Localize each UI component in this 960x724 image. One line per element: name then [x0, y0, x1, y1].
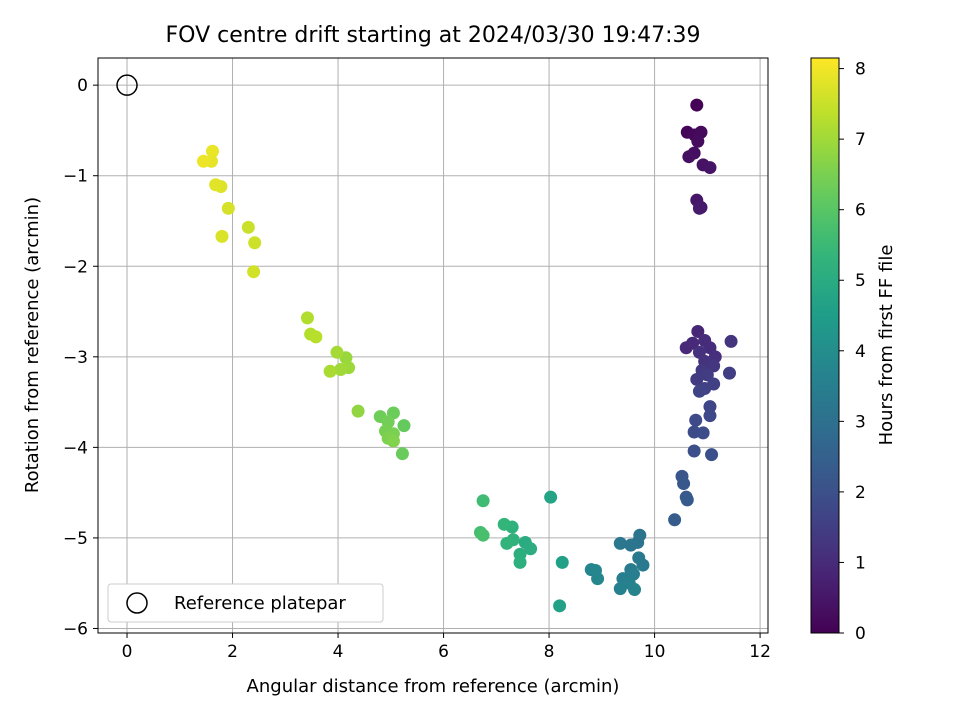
x-tick-label: 2 — [227, 642, 238, 662]
data-point — [690, 372, 704, 386]
legend-marker-icon — [126, 592, 148, 614]
data-point — [692, 384, 706, 398]
colorbar-tick-label: 1 — [855, 553, 866, 573]
colorbar-tick-label: 8 — [855, 60, 866, 80]
x-tick-label: 12 — [749, 642, 771, 662]
data-point — [476, 494, 490, 508]
data-point — [724, 334, 738, 348]
data-point — [513, 555, 527, 569]
data-point — [330, 345, 344, 359]
colorbar-tick-label: 6 — [855, 201, 866, 221]
data-point — [500, 536, 514, 550]
data-point — [397, 419, 411, 433]
data-point — [668, 513, 682, 527]
data-point — [215, 229, 229, 243]
legend: Reference platepar — [107, 583, 384, 623]
data-point — [197, 154, 211, 168]
y-axis-label: Rotation from reference (arcmin) — [22, 197, 43, 493]
data-point — [624, 538, 638, 552]
data-point — [553, 599, 567, 613]
data-point — [677, 477, 691, 491]
data-point — [691, 324, 705, 338]
colorbar-tick-label: 2 — [855, 483, 866, 503]
data-point — [613, 536, 627, 550]
data-point — [351, 404, 365, 418]
x-axis-ticks: 0 2 4 6 8 10 12 — [122, 633, 771, 662]
y-tick-label: −3 — [63, 348, 88, 368]
x-tick-label: 6 — [438, 642, 449, 662]
data-point — [703, 409, 717, 423]
data-point — [300, 311, 314, 325]
reference-marker — [116, 74, 138, 96]
y-tick-label: −2 — [63, 257, 88, 277]
data-point — [692, 201, 706, 215]
data-point — [221, 201, 235, 215]
x-tick-label: 0 — [122, 642, 133, 662]
colorbar-gradient — [810, 57, 840, 634]
data-point — [680, 493, 694, 507]
y-axis-ticks: 0 −1 −2 −3 −4 −5 −6 — [63, 76, 98, 639]
colorbar-tick-label: 5 — [855, 271, 866, 291]
data-point — [544, 490, 558, 504]
x-tick-label: 8 — [544, 642, 555, 662]
data-point — [334, 362, 348, 376]
data-point — [524, 542, 538, 556]
reference-marker-group — [116, 74, 138, 96]
data-point — [395, 447, 409, 461]
legend-label: Reference platepar — [174, 593, 346, 614]
colorbar-tick-label: 0 — [855, 624, 866, 644]
y-tick-label: −6 — [63, 619, 88, 639]
data-point — [682, 150, 696, 164]
data-point — [247, 265, 261, 279]
data-point — [703, 161, 717, 175]
data-point — [690, 98, 704, 112]
data-point — [323, 364, 337, 378]
data-point — [241, 220, 255, 234]
y-tick-label: 0 — [77, 76, 88, 96]
data-point — [696, 426, 710, 440]
data-point — [209, 178, 223, 192]
data-point — [476, 528, 490, 542]
data-point — [497, 517, 511, 531]
data-point — [628, 583, 642, 597]
data-point — [687, 444, 701, 458]
colorbar-label: Hours from first FF file — [876, 245, 897, 446]
data-point — [689, 413, 703, 427]
data-point — [248, 236, 262, 250]
data-point — [679, 341, 693, 355]
data-point — [309, 330, 323, 344]
plot-frame — [97, 57, 769, 634]
data-point — [555, 555, 569, 569]
colorbar: 0 1 2 3 4 5 6 7 8 Hours from first FF file — [810, 57, 897, 644]
y-tick-label: −5 — [63, 529, 88, 549]
grid-lines — [98, 58, 768, 633]
data-point — [591, 572, 605, 586]
data-point — [707, 359, 721, 373]
data-point — [722, 366, 736, 380]
colorbar-tick-label: 7 — [855, 130, 866, 150]
y-tick-label: −1 — [63, 167, 88, 187]
x-tick-label: 4 — [333, 642, 344, 662]
data-point — [205, 144, 219, 158]
data-point — [700, 368, 714, 382]
x-tick-label: 10 — [644, 642, 666, 662]
chart-title: FOV centre drift starting at 2024/03/30 … — [166, 23, 701, 48]
data-point — [705, 448, 719, 462]
data-point — [703, 400, 717, 414]
colorbar-tick-label: 3 — [855, 412, 866, 432]
data-points — [197, 98, 738, 613]
data-point — [386, 434, 400, 448]
x-axis-label: Angular distance from reference (arcmin) — [247, 676, 620, 697]
y-tick-label: −4 — [63, 438, 88, 458]
colorbar-ticks: 0 1 2 3 4 5 6 7 8 — [839, 60, 866, 644]
data-point — [613, 582, 627, 596]
data-point — [636, 558, 650, 572]
legend-box — [107, 583, 384, 623]
data-point — [691, 134, 705, 148]
colorbar-tick-label: 4 — [855, 342, 866, 362]
